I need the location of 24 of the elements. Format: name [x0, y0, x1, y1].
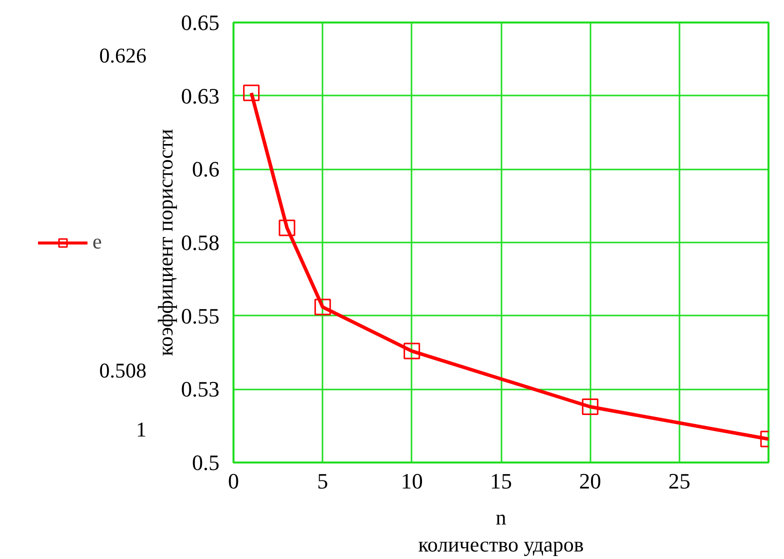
- text: 0.508: [99, 358, 146, 382]
- x-axis-title: количество ударов: [418, 532, 584, 556]
- y-tick-label: 0.65: [181, 10, 220, 35]
- y-tick-label: 0.58: [181, 230, 220, 255]
- y-tick-label: 0.6: [192, 156, 220, 182]
- text: 0.626: [99, 44, 146, 68]
- point: [243, 84, 260, 102]
- point: [278, 220, 296, 236]
- y-tick-label: 0.63: [181, 83, 220, 108]
- x-tick-label: 20: [579, 468, 602, 494]
- x-tick-label: 10: [400, 468, 423, 494]
- point: [314, 298, 331, 316]
- text: 1: [136, 417, 146, 442]
- x-tick-label: 25: [668, 468, 690, 494]
- y-tick-label: 0.55: [181, 303, 220, 328]
- legend-label: e: [92, 230, 103, 254]
- x-tick-label: 15: [490, 468, 512, 494]
- y-axis-title: коэффициент пористости: [154, 128, 178, 356]
- point: [404, 342, 420, 360]
- x-tick-label: 5: [317, 468, 328, 494]
- y-tick-label: 0.5: [192, 450, 220, 475]
- x-tick-label: 0: [228, 468, 239, 494]
- y-tick-label: 0.53: [181, 376, 220, 402]
- text: n: [496, 506, 507, 530]
